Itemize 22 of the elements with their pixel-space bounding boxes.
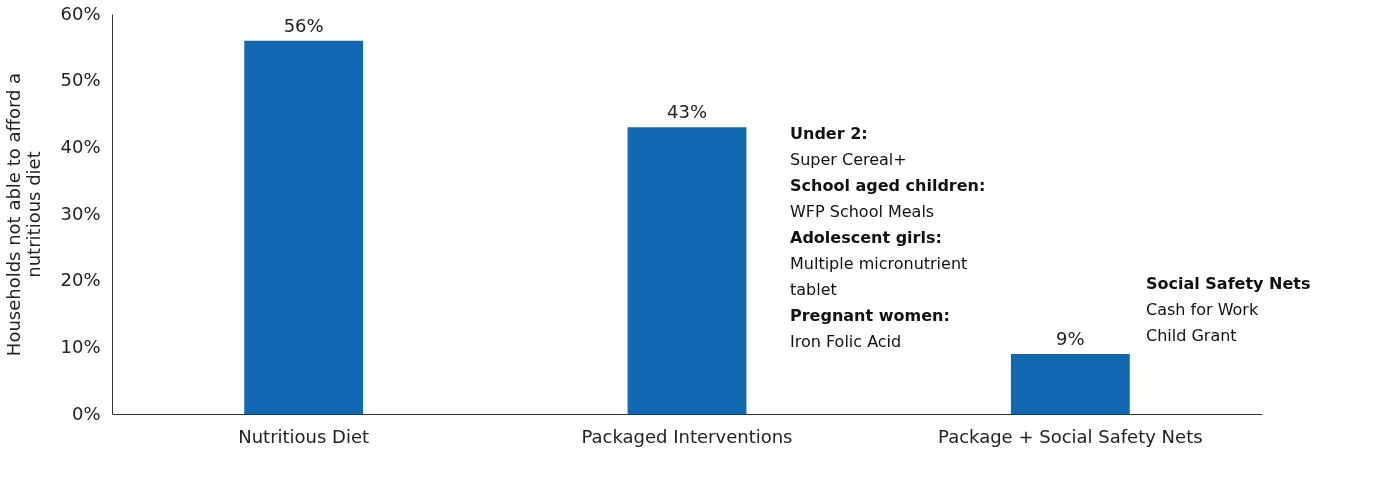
data-label: 9% <box>1056 328 1085 349</box>
x-tick-label: Packaged Interventions <box>581 425 793 447</box>
text: Adolescent girls: Multiple micronutrient tablet <box>790 228 968 299</box>
y-tick-label: 10% <box>60 335 101 357</box>
bar <box>1010 354 1130 414</box>
y-tick-label: 20% <box>60 269 101 291</box>
text: Under 2: Super Cereal+ <box>790 124 907 169</box>
text: Social Safety Nets Cash for Work Child Grant <box>1146 274 1311 345</box>
y-axis-title: Households not able to afford a nutritious diet <box>3 72 45 357</box>
y-tick-label: 50% <box>60 69 101 91</box>
y-tick-label: 30% <box>60 202 101 224</box>
bar <box>627 127 747 414</box>
bar <box>244 40 364 414</box>
text: School aged children: WFP School Meals <box>790 176 986 221</box>
x-tick-label: Package + Social Safety Nets <box>938 425 1203 447</box>
y-tick-label: 60% <box>60 2 101 24</box>
data-label: 43% <box>666 101 708 123</box>
x-tick-label: Nutritious Diet <box>238 425 370 447</box>
data-label: 56% <box>283 14 324 36</box>
text: Pregnant women: Iron Folic Acid <box>790 306 950 351</box>
y-tick-label: 40% <box>60 135 101 157</box>
y-tick-label: 0% <box>71 402 101 424</box>
